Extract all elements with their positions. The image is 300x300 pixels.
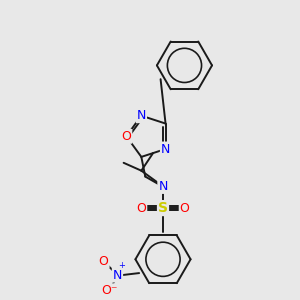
Text: O: O [136,202,146,214]
Text: N: N [161,142,170,155]
Text: +: + [118,261,125,270]
Text: O: O [180,202,190,214]
Text: O⁻: O⁻ [101,284,118,297]
Text: S: S [158,201,168,215]
Text: O: O [99,255,109,268]
Text: O: O [122,130,131,143]
Text: N: N [113,268,122,282]
Text: N: N [136,109,146,122]
Text: N: N [158,180,168,193]
